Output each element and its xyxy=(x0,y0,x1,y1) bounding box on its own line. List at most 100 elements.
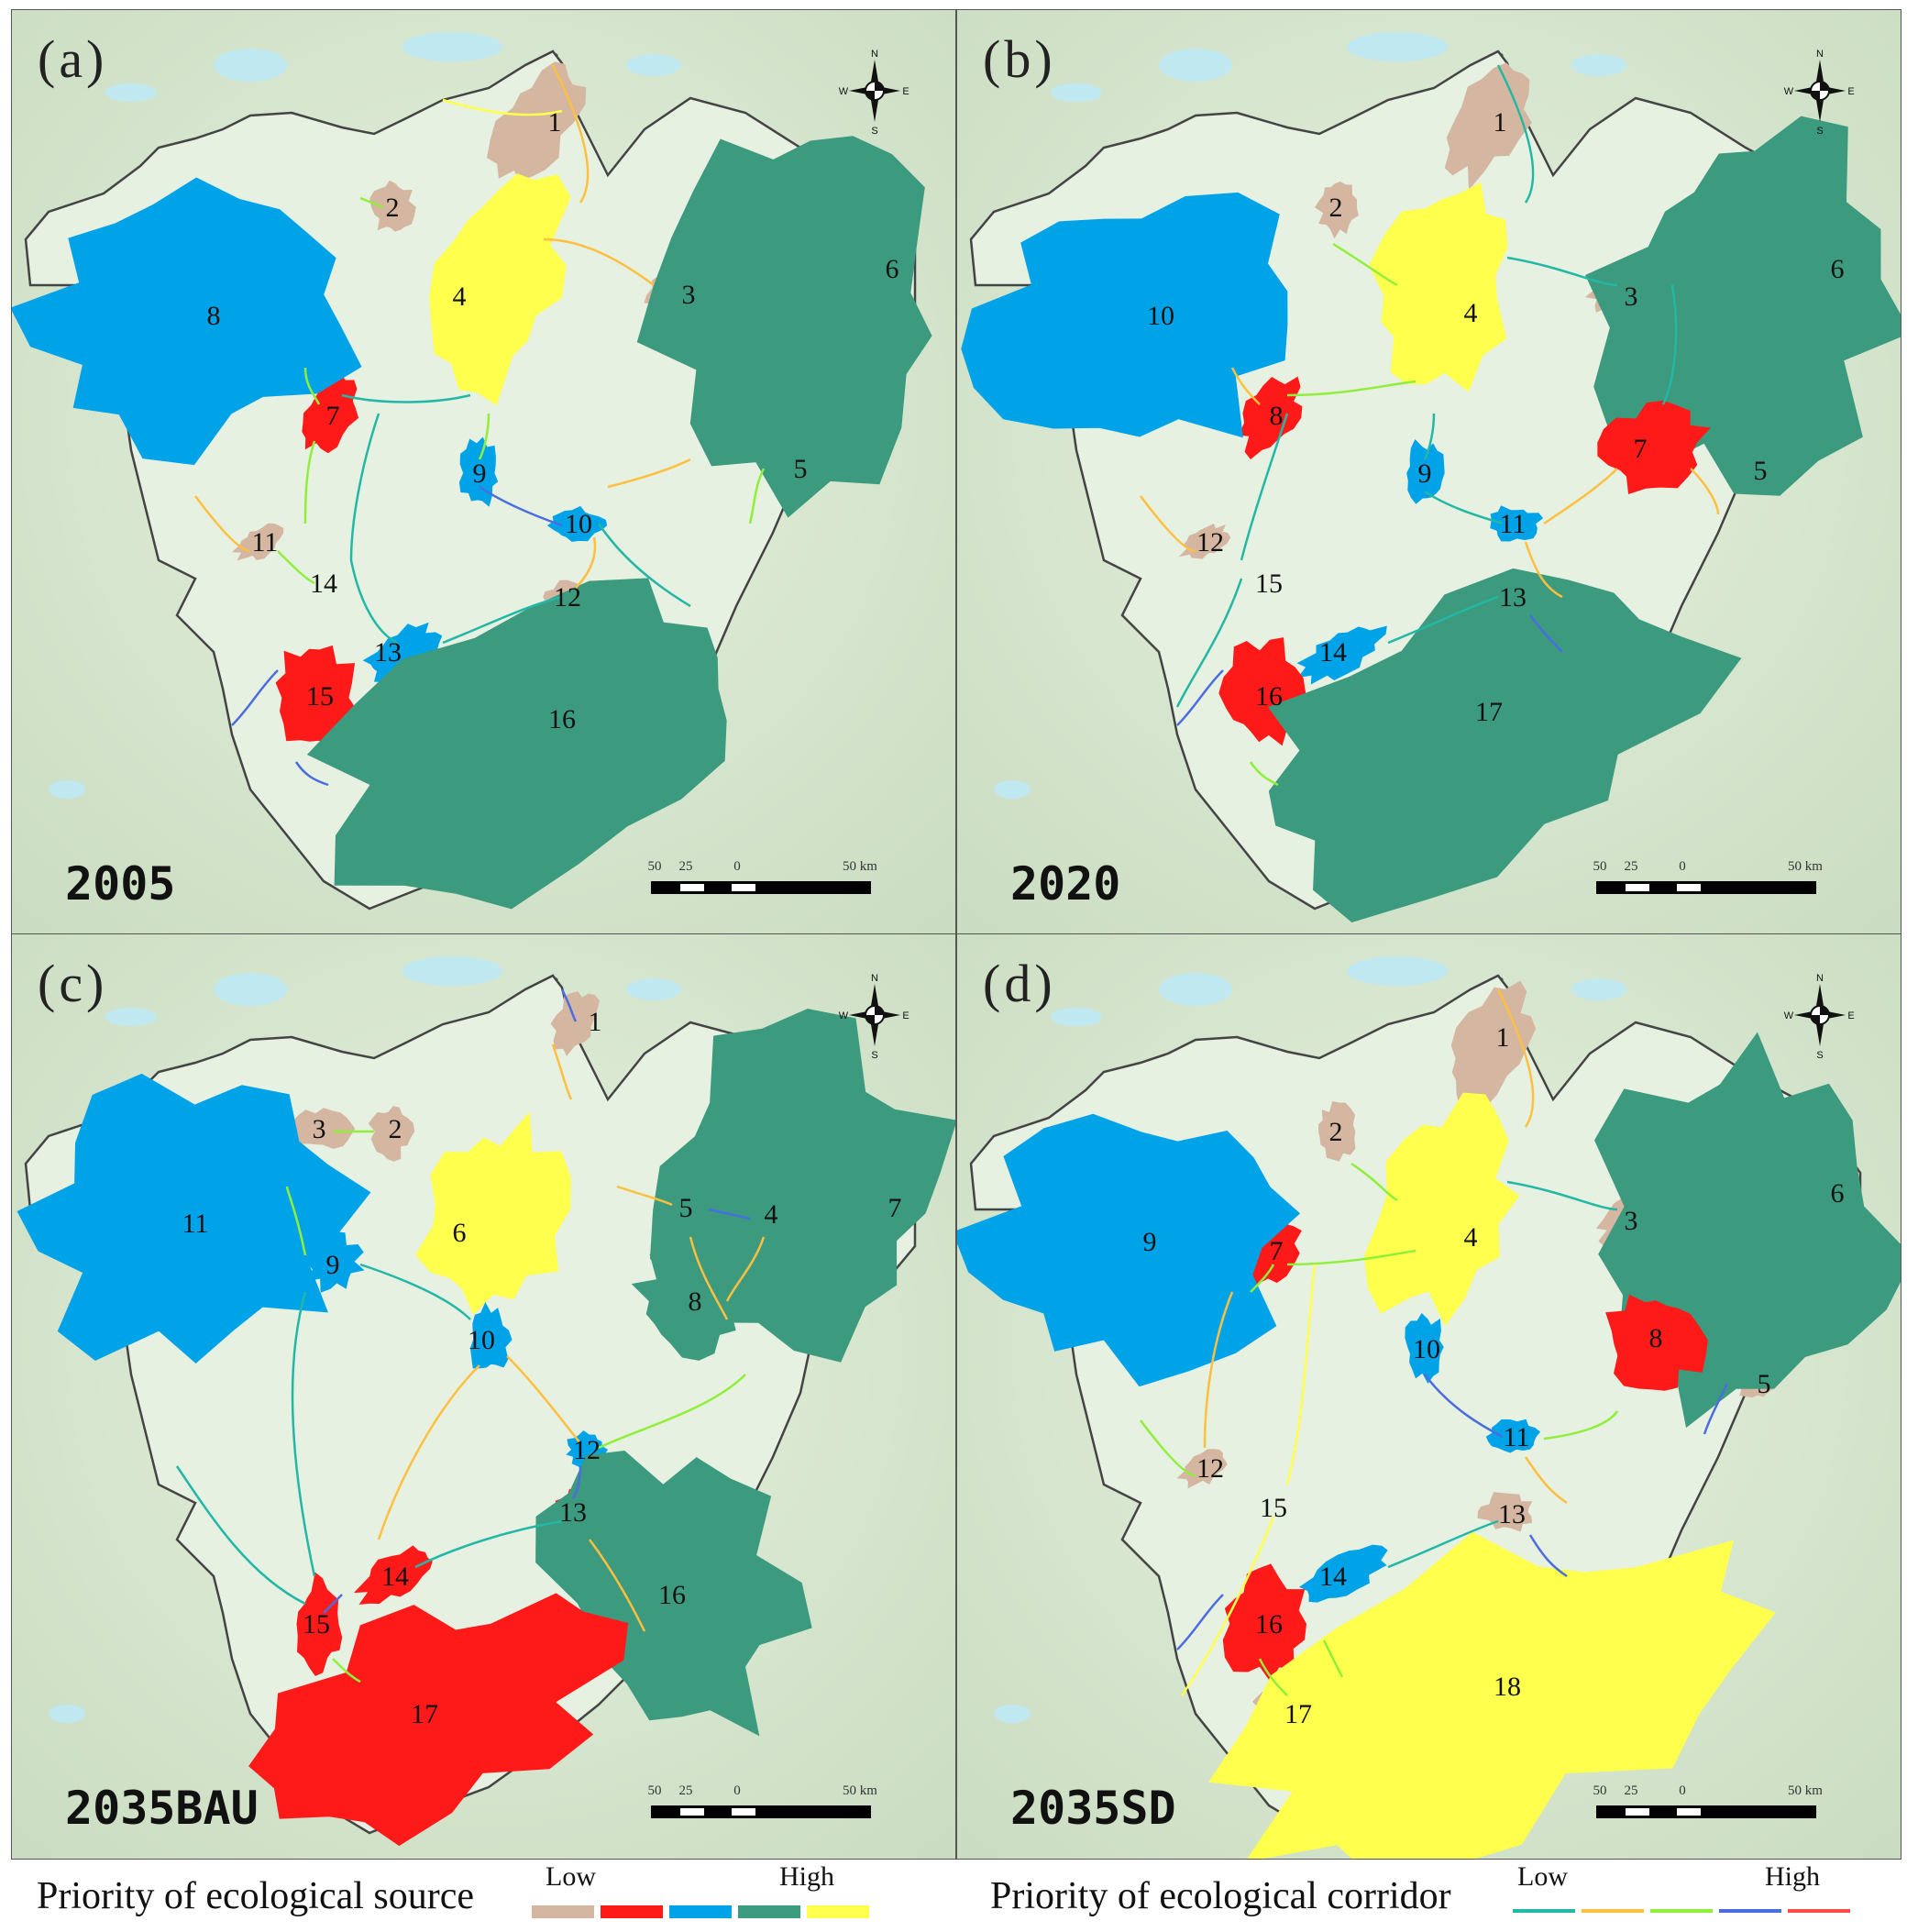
source-number-label: 13 xyxy=(374,637,402,668)
ecological-source-14 xyxy=(1298,1544,1388,1603)
ecological-corridor xyxy=(1496,64,1535,204)
legend-swatch xyxy=(738,1905,800,1918)
source-number-label: 15 xyxy=(306,681,334,712)
legend-high-label: High xyxy=(779,1861,834,1892)
water-body xyxy=(626,978,681,1000)
ecological-source-11 xyxy=(17,1073,371,1363)
ecological-corridor xyxy=(1176,1594,1224,1650)
ecological-source-12 xyxy=(1176,1449,1228,1489)
ecological-source-2 xyxy=(368,1106,415,1162)
ecological-corridor xyxy=(725,1236,766,1302)
legend-swatch xyxy=(601,1905,663,1918)
source-number-label: 14 xyxy=(381,1562,409,1592)
source-number-label: 1 xyxy=(1496,1022,1510,1053)
source-number-label: 12 xyxy=(1196,527,1224,558)
scale-tick-label: 50 xyxy=(648,859,662,874)
source-number-label: 17 xyxy=(411,1699,438,1729)
compass-center xyxy=(865,82,884,100)
compass-letter: N xyxy=(1816,49,1824,60)
ecological-corridor xyxy=(1176,669,1224,726)
source-number-label: 8 xyxy=(1649,1323,1663,1353)
compass-center xyxy=(1811,82,1829,100)
ecological-source-6 xyxy=(415,1111,571,1315)
source-number-label: 9 xyxy=(1418,458,1432,489)
source-number-label: 6 xyxy=(1831,254,1845,284)
water-body xyxy=(1159,973,1232,1006)
compass-letter: S xyxy=(1816,126,1823,135)
water-body xyxy=(1347,956,1448,986)
scale-bar-fill xyxy=(1596,1805,1816,1818)
legend-swatch xyxy=(669,1905,732,1918)
ecological-corridor xyxy=(414,1519,563,1569)
ecological-corridor xyxy=(303,440,316,524)
water-body xyxy=(1051,1008,1102,1026)
source-number-label: 11 xyxy=(1504,1422,1530,1452)
source-number-label: 17 xyxy=(1475,697,1503,727)
source-number-label: 4 xyxy=(1464,1222,1478,1253)
scale-tick-label: 50 km xyxy=(843,859,876,874)
source-number-label: 5 xyxy=(794,454,808,484)
source-number-label: 2 xyxy=(1329,193,1343,223)
source-number-label: 9 xyxy=(326,1250,340,1280)
ecological-corridor xyxy=(442,595,563,645)
source-number-label: 2 xyxy=(386,193,400,223)
source-number-label: 11 xyxy=(252,527,279,558)
ecological-corridor xyxy=(1230,367,1261,405)
legend-low-label: Low xyxy=(546,1861,596,1892)
ecological-corridor xyxy=(1703,1383,1729,1435)
source-number-label: 11 xyxy=(182,1209,209,1239)
ecological-corridor xyxy=(442,98,563,116)
ecological-source-1 xyxy=(550,991,601,1056)
scale-bar: 50 25 0 50 km xyxy=(648,859,876,894)
ecological-corridor xyxy=(285,1186,307,1256)
source-number-label: 2 xyxy=(389,1114,402,1144)
compass-letter: W xyxy=(839,1010,849,1021)
water-body xyxy=(105,1008,157,1026)
water-body xyxy=(1347,32,1448,61)
water-body xyxy=(1159,49,1232,82)
compass-letter: S xyxy=(1816,1050,1823,1059)
source-number-label: 12 xyxy=(1196,1453,1224,1484)
source-number-label: 16 xyxy=(658,1580,686,1610)
ecological-corridor xyxy=(551,64,590,204)
legend-high-label: High xyxy=(1765,1861,1820,1892)
legend-line xyxy=(1582,1909,1644,1913)
ecological-source-2 xyxy=(1314,181,1359,239)
ecological-corridor xyxy=(1424,1374,1504,1439)
year-label: 2020 xyxy=(1010,857,1121,911)
scale-tick-label: 50 xyxy=(648,1783,662,1798)
ecological-corridor xyxy=(194,495,251,553)
scale-tick-label: 50 km xyxy=(1788,1783,1822,1798)
source-number-label: 9 xyxy=(473,458,487,489)
water-body xyxy=(626,54,681,76)
ecological-source-7 xyxy=(302,372,359,454)
ecological-source-13 xyxy=(1477,1492,1533,1532)
ecological-corridor xyxy=(175,1465,306,1606)
compass-letter: W xyxy=(1784,86,1794,97)
ecological-source-14 xyxy=(353,1545,433,1605)
ecological-source-15 xyxy=(296,1572,343,1676)
legend-ecological-corridor: Priority of ecological corridor Low High xyxy=(990,1854,1907,1932)
source-number-label: 5 xyxy=(1758,1369,1771,1399)
ecological-source-16 xyxy=(306,578,727,910)
water-body xyxy=(105,83,157,102)
source-number-label: 13 xyxy=(1498,1499,1526,1529)
source-number-label: 6 xyxy=(453,1218,467,1248)
scale-tick-label: 25 xyxy=(1625,859,1638,874)
scale-tick-label: 25 xyxy=(679,859,693,874)
source-number-label: 6 xyxy=(886,254,899,284)
panel-label: (c) xyxy=(38,954,108,1013)
ecological-source-6 xyxy=(1585,116,1901,496)
legend-title: Priority of ecological source xyxy=(37,1875,475,1917)
scale-bar-segment xyxy=(1626,884,1649,891)
ecological-source-8 xyxy=(1238,376,1303,459)
ecological-corridor xyxy=(1424,490,1504,525)
source-number-label: 3 xyxy=(313,1114,326,1144)
scale-bar-segment xyxy=(680,1808,704,1816)
ecological-corridor xyxy=(1285,1264,1317,1485)
scale-bar-segment xyxy=(1626,1808,1649,1816)
compass-letter: E xyxy=(902,1010,909,1021)
legend-low-label: Low xyxy=(1517,1861,1568,1892)
